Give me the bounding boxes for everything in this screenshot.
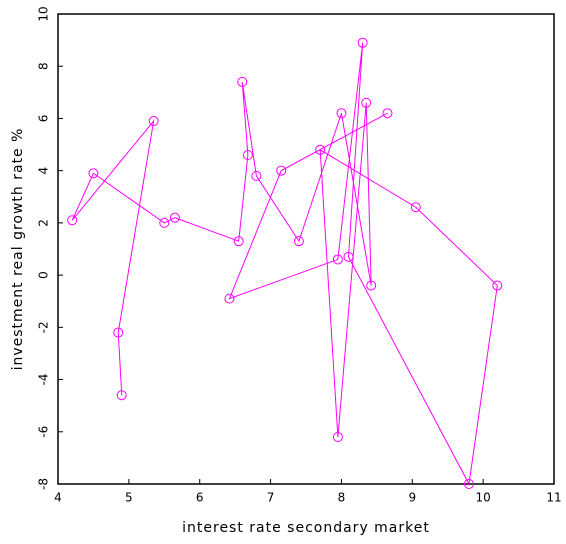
y-tick-label: 10: [37, 6, 51, 21]
point-marker: [332, 254, 343, 265]
point-marker: [293, 236, 304, 247]
y-tick-label: 6: [37, 115, 51, 123]
point-marker: [113, 327, 124, 338]
x-tick-label: 5: [125, 491, 133, 505]
point-marker: [463, 479, 474, 489]
y-tick-label: -8: [37, 478, 51, 490]
point-marker: [366, 280, 377, 291]
point-marker: [116, 390, 127, 401]
x-tick-label: 9: [408, 491, 416, 505]
y-tick-label: -6: [37, 426, 51, 438]
y-tick-label: 2: [37, 219, 51, 227]
point-marker: [242, 150, 253, 160]
plot-frame: [57, 13, 555, 485]
point-marker: [336, 108, 347, 119]
y-axis-label: investment real growth rate %: [10, 128, 26, 371]
y-tick-label: 0: [37, 271, 51, 279]
x-axis-label: interest rate secondary market: [182, 520, 430, 536]
point-marker: [492, 280, 503, 291]
y-tick-label: 8: [37, 62, 51, 70]
series-line: [71, 42, 498, 486]
x-tick-label: 7: [267, 491, 275, 505]
point-marker: [410, 202, 421, 213]
point-marker: [276, 165, 287, 176]
y-tick-label: -4: [37, 374, 51, 386]
x-tick-label: 10: [476, 491, 491, 505]
point-marker: [251, 170, 262, 181]
point-marker: [315, 144, 326, 155]
point-marker: [382, 108, 393, 119]
x-tick-label: 11: [546, 491, 561, 505]
point-marker: [169, 212, 180, 223]
point-marker: [148, 116, 159, 127]
y-tick-label: -2: [37, 321, 51, 333]
x-tick-label: 8: [338, 491, 346, 505]
point-marker: [233, 236, 244, 247]
y-tick-label: 4: [37, 167, 51, 175]
point-marker: [67, 215, 78, 226]
point-marker: [88, 168, 99, 179]
point-marker: [237, 76, 248, 87]
point-marker: [343, 251, 354, 262]
x-tick-label: 6: [196, 491, 204, 505]
point-marker: [159, 217, 170, 228]
point-marker: [332, 432, 343, 442]
x-tick-label: 4: [54, 491, 62, 505]
point-marker: [224, 293, 235, 304]
point-marker: [361, 97, 372, 108]
point-marker: [357, 37, 368, 48]
